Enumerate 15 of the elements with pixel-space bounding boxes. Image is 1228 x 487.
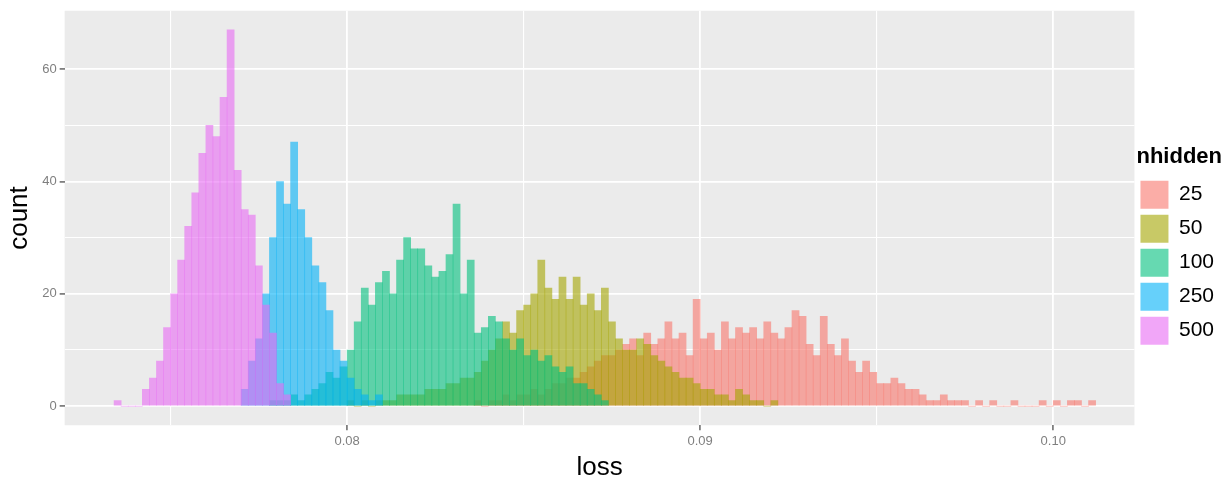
x-tick-label: 0.09 (687, 432, 713, 448)
legend-label: 500 (1178, 317, 1215, 341)
legend-title: nhidden (1136, 143, 1222, 169)
y-tick-label: 40 (42, 173, 57, 189)
x-tick-label: 0.10 (1040, 432, 1066, 448)
legend-label: 50 (1178, 215, 1203, 239)
legend-label: 250 (1178, 283, 1215, 307)
legend-label: 25 (1178, 181, 1203, 205)
y-tick-label: 20 (42, 285, 57, 301)
y-axis-title: count (2, 185, 33, 250)
y-tick-label: 0 (49, 397, 57, 413)
legend-label: 100 (1178, 249, 1215, 273)
x-tick-label: 0.08 (334, 432, 360, 448)
x-axis-title: loss (576, 450, 623, 481)
y-tick-label: 60 (42, 60, 57, 76)
